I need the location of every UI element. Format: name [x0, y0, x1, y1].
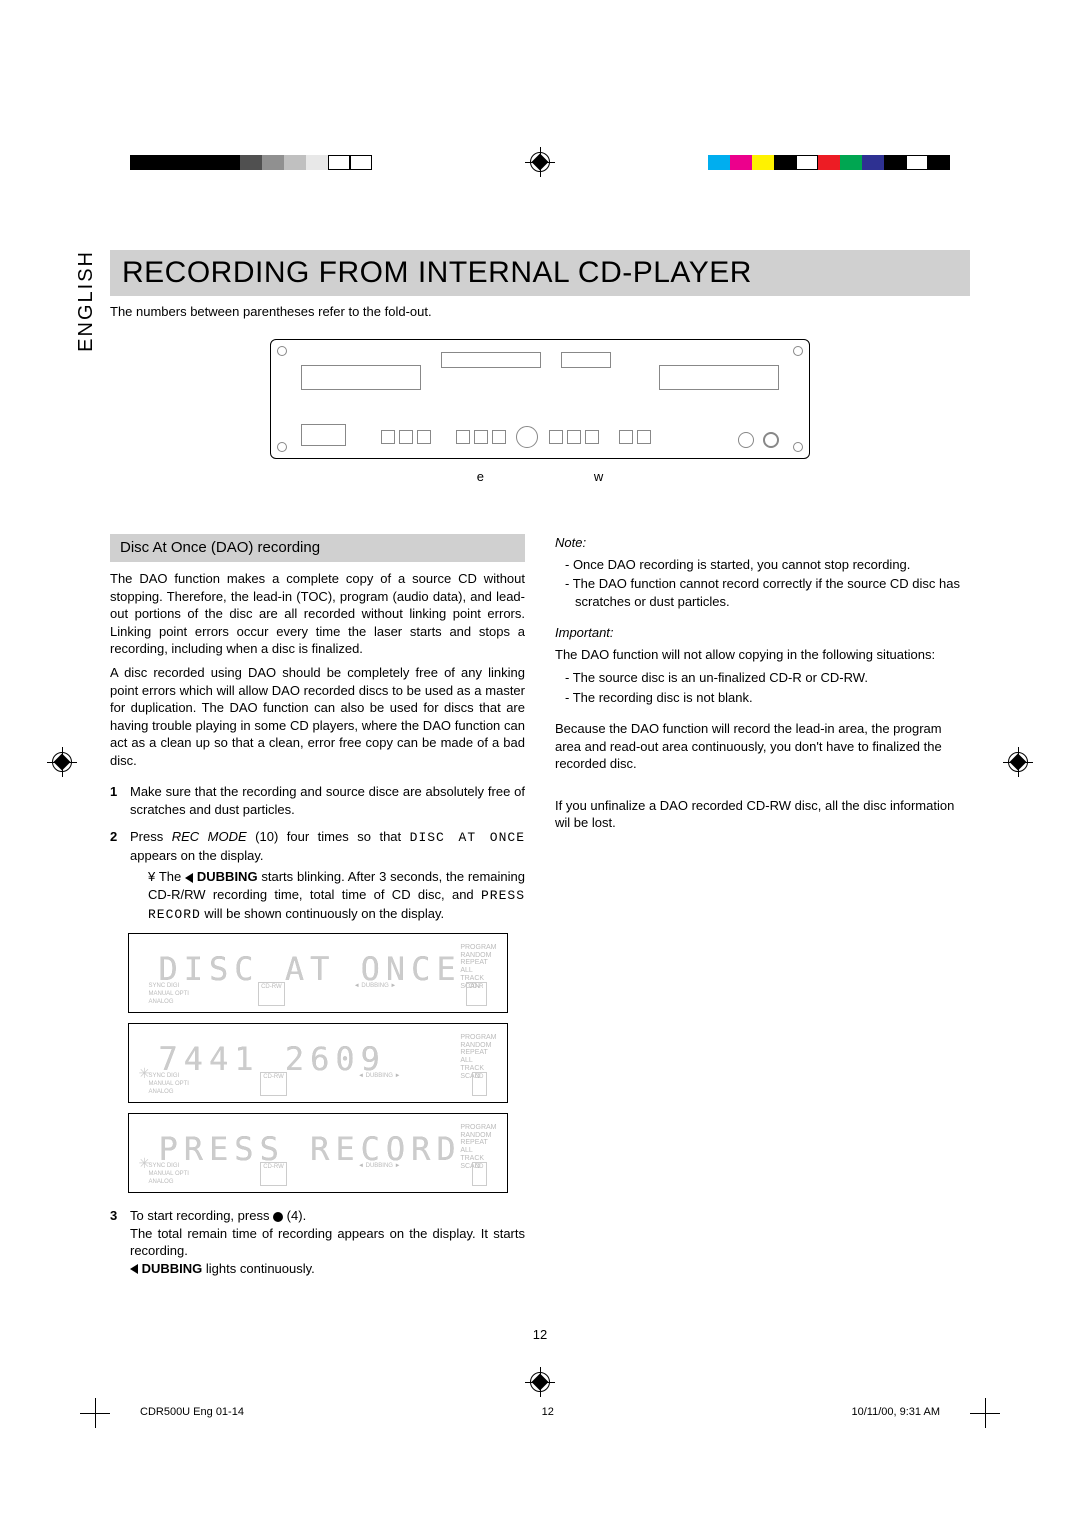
- lcd-display-1: DISC AT ONCE PROGRAM RANDOM REPEAT ALL T…: [128, 933, 508, 1013]
- device-label-w: w: [594, 469, 603, 484]
- grayscale-bars: [130, 155, 372, 170]
- device-label-e: e: [477, 469, 484, 484]
- crop-mark-br: [970, 1398, 1000, 1428]
- important-intro: The DAO function will not allow copying …: [555, 646, 970, 664]
- footer-right: 10/11/00, 9:31 AM: [852, 1406, 940, 1418]
- important-p3: If you unfinalize a DAO recorded CD-RW d…: [555, 797, 970, 832]
- color-bars: [708, 155, 950, 170]
- record-dot-icon: [273, 1212, 283, 1222]
- important-list: - The source disc is an un-finalized CD-…: [565, 669, 970, 706]
- intro-text: The numbers between parentheses refer to…: [110, 304, 970, 319]
- registration-mark-left: [50, 750, 74, 774]
- important-header: Important:: [555, 624, 970, 642]
- dao-para-2: A disc recorded using DAO should be comp…: [110, 664, 525, 769]
- registration-mark-right: [1006, 750, 1030, 774]
- triangle-left-icon: [130, 1264, 138, 1274]
- section-header: Disc At Once (DAO) recording: [110, 534, 525, 562]
- step-2: 2 Press REC MODE (10) four times so that…: [110, 828, 525, 923]
- note-header: Note:: [555, 534, 970, 552]
- page-title: RECORDING FROM INTERNAL CD-PLAYER: [110, 250, 970, 296]
- left-column: Disc At Once (DAO) recording The DAO fun…: [110, 534, 525, 1287]
- step-3: 3 To start recording, press (4). The tot…: [110, 1207, 525, 1277]
- registration-mark-bottom: [528, 1370, 552, 1394]
- triangle-left-icon: [185, 873, 193, 883]
- language-tab: ENGLISH: [75, 250, 98, 352]
- footer-left: CDR500U Eng 01-14: [140, 1406, 244, 1418]
- crop-mark-bl: [80, 1398, 110, 1428]
- registration-mark-top: [528, 150, 552, 174]
- device-label-row: e w: [110, 469, 970, 484]
- note-list: - Once DAO recording is started, you can…: [565, 556, 970, 611]
- step-1: 1 Make sure that the recording and sourc…: [110, 783, 525, 818]
- page-footer: CDR500U Eng 01-14 12 10/11/00, 9:31 AM: [140, 1406, 940, 1418]
- lcd-display-3: PRESS RECORD PROGRAM RANDOM REPEAT ALL T…: [128, 1113, 508, 1193]
- lcd-display-2: 7441 2609 PROGRAM RANDOM REPEAT ALL TRAC…: [128, 1023, 508, 1103]
- right-column: Note: - Once DAO recording is started, y…: [555, 534, 970, 1287]
- device-illustration: [270, 339, 810, 459]
- footer-center: 12: [542, 1406, 554, 1418]
- dao-para-1: The DAO function makes a complete copy o…: [110, 570, 525, 658]
- page-number: 12: [110, 1327, 970, 1342]
- important-p2: Because the DAO function will record the…: [555, 720, 970, 773]
- page-content: ENGLISH RECORDING FROM INTERNAL CD-PLAYE…: [110, 250, 970, 1342]
